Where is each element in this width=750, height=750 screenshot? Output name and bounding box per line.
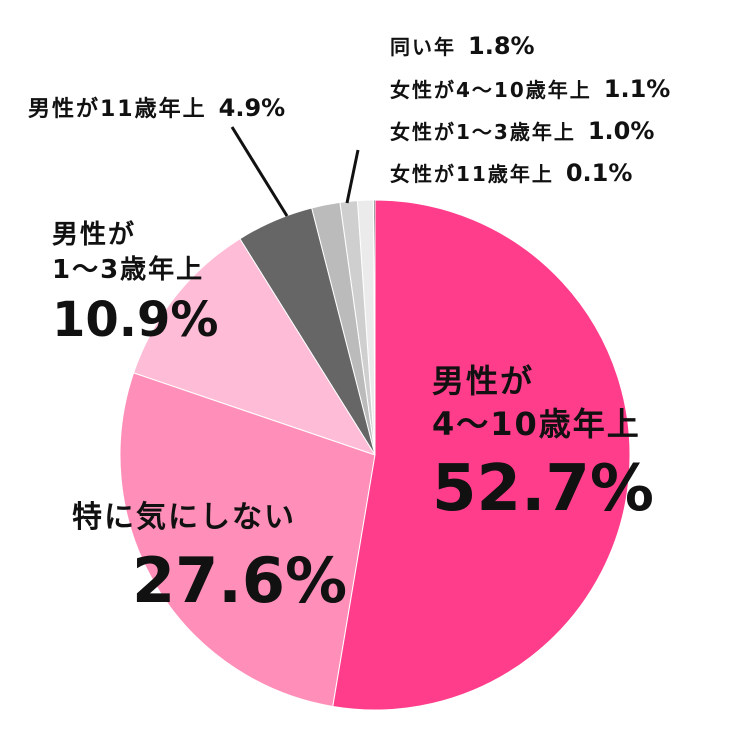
value-label: 10.9% — [52, 292, 219, 349]
pie-slice — [119, 372, 376, 708]
slice-label: 特に気にしない 27.6% — [72, 498, 347, 622]
value-label: 0.1% — [565, 159, 633, 187]
value-label: 27.6% — [132, 543, 348, 617]
leader-line — [230, 126, 289, 217]
category-label: 男性が 1〜3歳年上 — [52, 220, 205, 286]
category-label: 女性が11歳年上 — [390, 162, 554, 186]
slice-label: 女性が11歳年上 0.1% — [390, 157, 632, 189]
slice-label: 女性が4〜10歳年上 1.1% — [390, 73, 670, 105]
slice-label: 男性が 4〜10歳年上 52.7% — [432, 360, 654, 533]
slice-label: 男性が 1〜3歳年上 10.9% — [52, 218, 219, 353]
category-label: 同い年 — [390, 35, 456, 59]
slice-label: 女性が1〜3歳年上 1.0% — [390, 115, 654, 147]
pie-slice — [132, 238, 377, 456]
category-label: 特に気にしない — [72, 500, 296, 535]
value-label: 1.1% — [603, 75, 671, 103]
value-label: 4.9% — [218, 94, 286, 122]
pie-slice — [332, 199, 631, 711]
value-label: 1.0% — [587, 117, 655, 145]
leader-line — [345, 149, 360, 204]
value-label: 52.7% — [432, 452, 655, 527]
category-label: 男性が 4〜10歳年上 — [432, 362, 641, 444]
slice-label: 男性が11歳年上 4.9% — [28, 92, 285, 125]
value-label: 1.8% — [468, 32, 535, 60]
slice-label: 同い年 1.8% — [390, 30, 535, 62]
category-label: 女性が4〜10歳年上 — [390, 78, 592, 102]
category-label: 男性が11歳年上 — [28, 97, 207, 122]
category-label: 女性が1〜3歳年上 — [390, 120, 576, 144]
